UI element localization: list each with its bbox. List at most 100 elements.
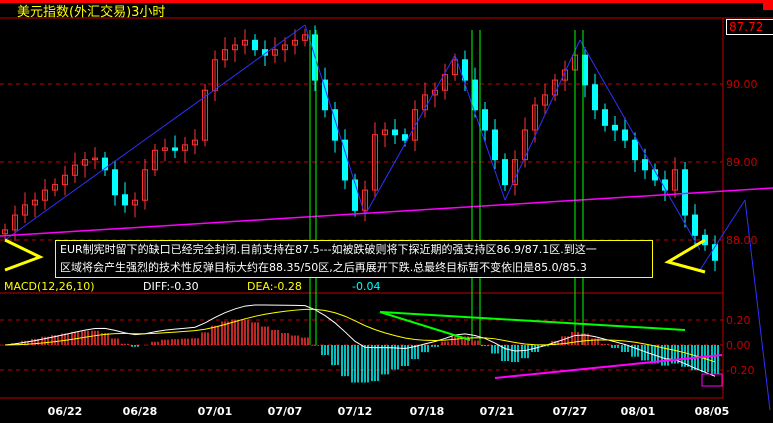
- arrow-right-icon: [664, 238, 706, 274]
- candle-body: [302, 34, 308, 41]
- candle-body: [212, 59, 218, 91]
- candle-body: [382, 129, 388, 136]
- trend-line: [699, 199, 746, 271]
- diff-value: DIFF:-0.30: [143, 280, 199, 293]
- macd-tick-label: -0.20: [726, 364, 754, 377]
- trend-line: [579, 39, 701, 251]
- macd-highlight-box: [701, 373, 723, 387]
- candle-body: [682, 169, 688, 216]
- candle-body: [172, 147, 178, 151]
- macd-divergence-line: [379, 311, 471, 341]
- candle-body: [2, 229, 8, 235]
- candle-body: [542, 94, 548, 106]
- x-tick-label: 06/28: [123, 405, 158, 418]
- x-tick-label: 06/22: [48, 405, 83, 418]
- candle-body: [502, 159, 508, 186]
- candle-body: [242, 39, 248, 46]
- price-tick-label: 88.00: [726, 234, 758, 247]
- dea-line: [4, 308, 716, 363]
- x-tick-label: 07/18: [410, 405, 445, 418]
- candle-body: [462, 59, 468, 81]
- annotation-line-1: EUR制宪时留下的缺口已经完全封闭.目前支持在87.5---如被跌破则将下探近期…: [60, 243, 597, 256]
- price-tick-label: 89.00: [726, 156, 758, 169]
- candle-body: [372, 134, 378, 191]
- candle-body: [192, 139, 198, 146]
- candle-body: [392, 129, 398, 136]
- trend-line: [364, 54, 456, 216]
- price-tick-label: 90.00: [726, 78, 758, 91]
- trend-line: [4, 24, 306, 241]
- candle-body: [692, 214, 698, 236]
- candle-body: [292, 39, 298, 46]
- candle-body: [712, 244, 718, 261]
- diff-line: [4, 304, 716, 377]
- candle-body: [22, 204, 28, 216]
- x-tick-label: 07/21: [480, 405, 515, 418]
- current-price-label: 87.72: [726, 19, 773, 35]
- candle-body: [272, 49, 278, 56]
- trend-line: [304, 24, 366, 216]
- x-tick-label: 07/07: [268, 405, 303, 418]
- candle-body: [222, 49, 228, 61]
- candle-body: [522, 129, 528, 161]
- candle-body: [602, 109, 608, 126]
- candle-body: [562, 69, 568, 81]
- arrow-left-icon: [4, 238, 44, 272]
- candle-body: [632, 139, 638, 161]
- candle-body: [642, 159, 648, 171]
- candle-body: [672, 169, 678, 191]
- candle-body: [132, 199, 138, 206]
- candle-body: [32, 199, 38, 206]
- candle-body: [152, 149, 158, 171]
- chart-title: 美元指数(外汇交易)3小时: [17, 5, 166, 20]
- candle-body: [42, 189, 48, 201]
- candle-body: [472, 79, 478, 111]
- candle-body: [532, 104, 538, 131]
- macd-value: -0.04: [352, 280, 381, 293]
- candle-body: [352, 179, 358, 211]
- candle-body: [512, 159, 518, 186]
- x-tick-label: 07/12: [338, 405, 373, 418]
- candle-body: [362, 189, 368, 211]
- candle-body: [202, 89, 208, 141]
- candle-body: [592, 84, 598, 111]
- candle-body: [412, 109, 418, 141]
- candle-body: [252, 39, 258, 51]
- x-tick-label: 08/01: [621, 405, 656, 418]
- x-tick-label: 07/01: [198, 405, 233, 418]
- x-tick-label: 08/05: [695, 405, 730, 418]
- candle-body: [12, 214, 18, 231]
- candle-body: [182, 144, 188, 151]
- candle-body: [162, 147, 168, 151]
- trend-line: [504, 39, 581, 201]
- dea-value: DEA:-0.28: [247, 280, 302, 293]
- candle-body: [452, 59, 458, 76]
- candle-body: [282, 44, 288, 51]
- candle-body: [82, 159, 88, 166]
- macd-tick-label: 0.00: [726, 339, 751, 352]
- annotation-box: EUR制宪时留下的缺口已经完全封闭.目前支持在87.5---如被跌破则将下探近期…: [55, 240, 653, 278]
- support-line: [0, 187, 773, 237]
- corner-marker: [763, 0, 773, 10]
- title-bar: [0, 0, 773, 3]
- candle-body: [442, 74, 448, 91]
- macd-label: MACD(12,26,10): [4, 280, 95, 293]
- candle-body: [122, 194, 128, 206]
- macd-support-line: [494, 354, 723, 379]
- macd-divergence-line: [379, 311, 686, 331]
- candle-body: [72, 164, 78, 176]
- candle-body: [102, 157, 108, 171]
- macd-tick-label: 0.20: [726, 314, 751, 327]
- trend-line: [744, 199, 771, 411]
- candle-body: [622, 129, 628, 141]
- candle-body: [612, 124, 618, 131]
- candle-body: [402, 134, 408, 141]
- candle-body: [422, 94, 428, 111]
- candle-body: [232, 44, 238, 51]
- candle-body: [482, 109, 488, 131]
- candle-body: [112, 169, 118, 196]
- annotation-line-2: 区域将会产生强烈的技术性反弹目标大约在88.35/50区,之后再展开下跌.总最终…: [60, 261, 587, 274]
- x-tick-label: 07/27: [553, 405, 588, 418]
